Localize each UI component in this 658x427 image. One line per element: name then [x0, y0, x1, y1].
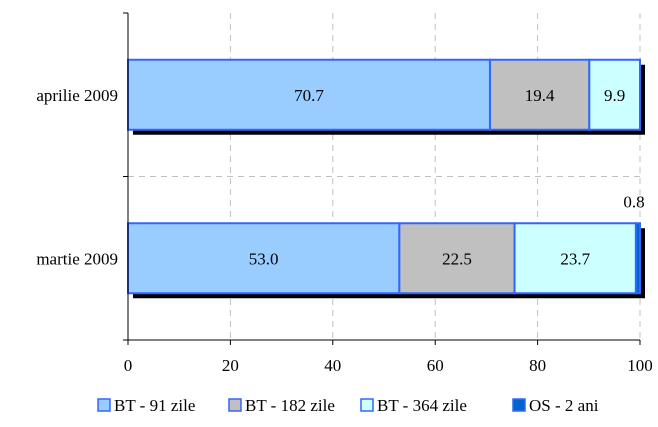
- x-tick-label-40: 40: [324, 356, 341, 375]
- legend: BT - 91 zile BT - 182 zile BT - 364 zile OS…: [97, 396, 599, 415]
- x-tick-label-80: 80: [529, 356, 546, 375]
- data-label-martie-2009-bt-182-zile: 22.5: [442, 249, 472, 268]
- category-label-martie-2009: martie 2009: [36, 249, 118, 268]
- legend-label-os-2-ani: OS - 2 ani: [529, 396, 599, 415]
- x-tick-label-100: 100: [627, 356, 653, 375]
- bar-aprilie-2009-bt-91-zile: [127, 58, 491, 131]
- axes: aprilie 2009 martie 2009 0 20 40 60 80 100: [36, 12, 653, 375]
- legend-swatch-os-2-ani: [512, 398, 526, 412]
- legend-label-bt-364-zile: BT - 364 zile: [377, 396, 467, 415]
- category-label-aprilie-2009: aprilie 2009: [36, 86, 118, 105]
- bar-martie-2009-bt-364-zile: [513, 222, 637, 295]
- bars-layer: 70.7 19.4 9.9 53.0 22.5 23.7 0.8: [127, 58, 645, 299]
- legend-label-bt-182-zile: BT - 182 zile: [245, 396, 335, 415]
- data-label-martie-2009-bt-364-zile: 23.7: [560, 249, 590, 268]
- data-label-martie-2009-bt-91-zile: 53.0: [249, 249, 279, 268]
- x-tick-label-60: 60: [427, 356, 444, 375]
- data-label-aprilie-2009-bt-182-zile: 19.4: [525, 86, 555, 105]
- legend-swatch-bt-182-zile: [228, 398, 242, 412]
- data-label-aprilie-2009-bt-91-zile: 70.7: [294, 86, 324, 105]
- legend-swatch-bt-91-zile: [97, 398, 111, 412]
- data-label-aprilie-2009-bt-364-zile: 9.9: [604, 86, 625, 105]
- bar-martie-2009-os-2-ani: [634, 222, 641, 295]
- data-label-martie-2009-os-2-ani: 0.8: [623, 192, 644, 211]
- bar-aprilie-2009-bt-364-zile: [588, 58, 642, 131]
- x-tick-label-20: 20: [222, 356, 239, 375]
- gridlines: [128, 13, 641, 340]
- bar-martie-2009-bt-182-zile: [398, 222, 516, 295]
- x-tick-label-0: 0: [124, 356, 133, 375]
- legend-swatch-bt-364-zile: [360, 398, 374, 412]
- legend-label-bt-91-zile: BT - 91 zile: [114, 396, 195, 415]
